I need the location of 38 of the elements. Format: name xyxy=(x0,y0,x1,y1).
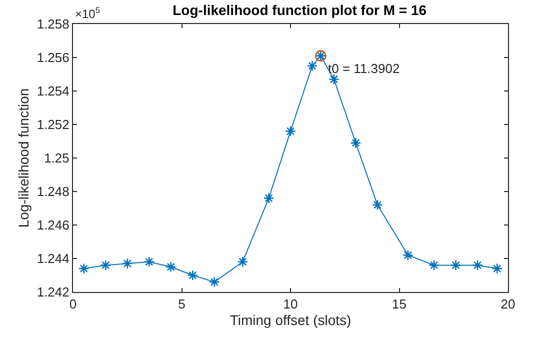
point xyxy=(306,60,318,72)
y-tick-label: 1.254 xyxy=(36,84,70,99)
y-tick-label: 1.242 xyxy=(36,284,70,300)
y-tick-label: 1.256 xyxy=(36,50,70,66)
point xyxy=(237,256,248,268)
x-tick-label: 5 xyxy=(178,296,186,312)
x-tick-label: 15 xyxy=(392,296,406,312)
point xyxy=(328,74,340,85)
x-tick-label: 10 xyxy=(283,296,298,312)
point xyxy=(372,199,383,210)
point xyxy=(472,260,483,271)
point xyxy=(122,258,133,269)
data-label: t0 = 11.3902 xyxy=(328,60,400,76)
x-tick-label: 0 xyxy=(69,296,77,312)
point xyxy=(187,270,198,281)
chart-title: Log-likelihood function plot for M = 16 xyxy=(172,2,427,18)
point xyxy=(100,260,112,271)
x-axis-title: Timing offset (slots) xyxy=(230,312,352,328)
text: ×10$^{5}$ xyxy=(75,5,100,22)
y-tick-label: 1.252 xyxy=(36,117,70,132)
point xyxy=(428,260,440,271)
point xyxy=(492,263,503,274)
point xyxy=(350,137,362,148)
point xyxy=(285,126,296,137)
y-tick-label: 1.244 xyxy=(36,251,70,266)
point xyxy=(450,260,462,271)
y-tick-label: 1.248 xyxy=(36,184,70,200)
point xyxy=(144,256,155,268)
point xyxy=(263,192,274,204)
point xyxy=(78,263,90,274)
y-tick-label: 1.246 xyxy=(36,218,70,233)
y-tick-label: 1.25 xyxy=(44,150,70,166)
point xyxy=(402,250,414,261)
y-axis-title: Log-likelihood function xyxy=(15,88,32,228)
x-tick-label: 20 xyxy=(500,296,516,312)
y-tick-label: 1.258 xyxy=(36,16,70,32)
point xyxy=(208,276,220,288)
point xyxy=(165,261,176,272)
